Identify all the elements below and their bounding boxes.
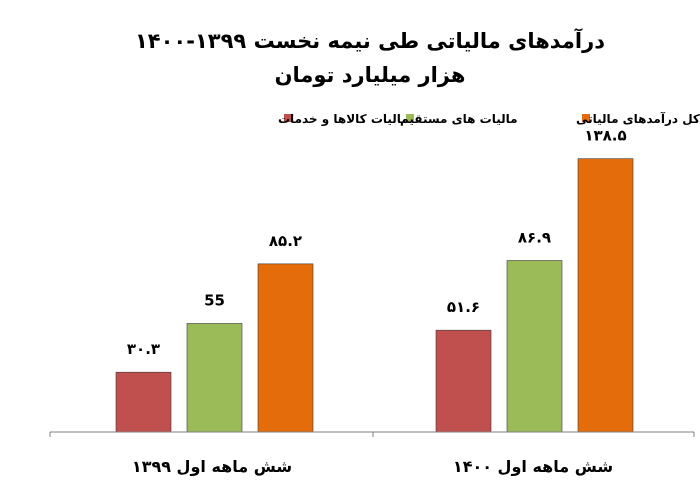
legend: کل درآمدهای مالیاتی مالیات های مستقیممالی… (278, 111, 700, 127)
legend-swatch (406, 114, 414, 122)
category-label: شش ماهه اول ۱۳۹۹ (132, 457, 292, 476)
legend-swatch (284, 114, 292, 122)
bar (435, 329, 492, 433)
legend-label: کل درآمدهای مالیاتی (576, 111, 700, 126)
bar (186, 323, 243, 433)
data-label: ۸۶.۹ (518, 229, 551, 247)
category-label: شش ماهه اول ۱۴۰۰ (453, 457, 613, 476)
data-label: ۳۰.۳ (127, 340, 160, 358)
legend-label: مالیات های مستقیم (400, 112, 518, 126)
data-label: ۱۳۸.۵ (584, 127, 626, 145)
bars (115, 158, 634, 433)
bar (115, 371, 172, 433)
chart-title: درآمدهای مالیاتی طی نیمه نخست ۱۳۹۹-۱۴۰۰ (135, 28, 605, 53)
data-labels: ۳۰.۳ ۵۱.۶ 55 ۸۶.۹ ۸۵.۲ ۱۳۸.۵ (127, 127, 627, 359)
legend-label: مالیات کالاها و خدمات (278, 112, 409, 127)
legend-swatch (582, 114, 590, 122)
bar (577, 158, 634, 433)
data-label: 55 (204, 291, 225, 309)
chart-subtitle: هزار میلیارد تومان (275, 63, 466, 87)
data-label: ۸۵.۲ (269, 232, 302, 250)
bar (257, 263, 314, 433)
category-labels: شش ماهه اول ۱۳۹۹ شش ماهه اول ۱۴۰۰ (132, 457, 613, 476)
bar (506, 260, 563, 433)
data-label: ۵۱.۶ (447, 298, 480, 316)
